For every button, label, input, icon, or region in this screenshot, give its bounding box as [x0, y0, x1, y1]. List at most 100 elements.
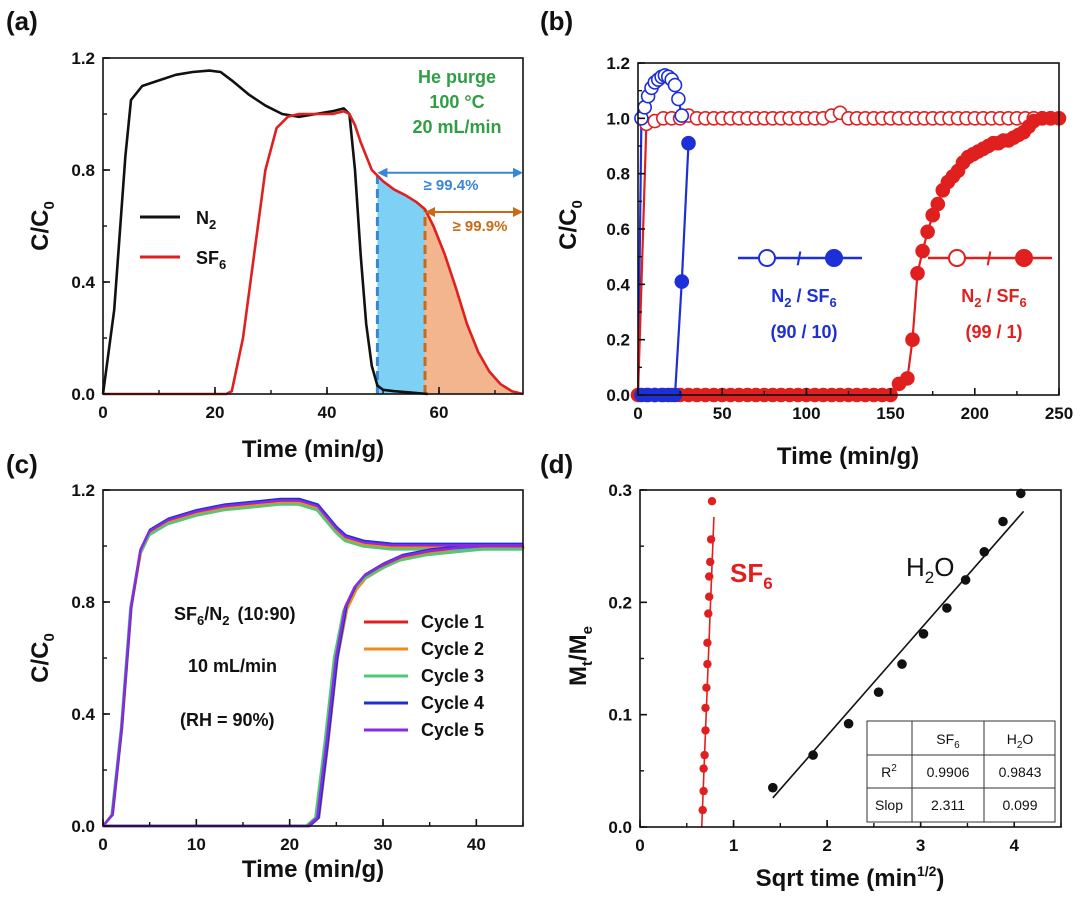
panel-b-y-tick-label: 0.6 [606, 220, 630, 239]
cycle-3-sf6-line [103, 548, 521, 828]
feed-composition-label: SF6/N2 (10:90) [174, 604, 296, 628]
sf6-point [707, 497, 717, 506]
purge-flow-label: 20 mL/min [412, 117, 501, 137]
legend-blue-ratio: (90 / 10) [770, 322, 837, 342]
h2o-point [918, 629, 929, 639]
legend-sf6-label: SF6 [196, 248, 226, 272]
purity-arrow-2-label: ≥ 99.9% [453, 218, 508, 235]
series-sf6-99-1-point [900, 371, 915, 386]
panel-d-y-tick-label: 0.3 [608, 481, 632, 500]
series-sf6-99-1-line [638, 117, 1059, 397]
h2o-point [808, 750, 818, 760]
panel-b-y-tick-label: 0.0 [606, 386, 630, 405]
table-slop-sf6: 2.311 [931, 797, 965, 813]
sf6-point [703, 659, 712, 669]
panel-a-y-tick-label: 0.8 [71, 161, 95, 180]
series-sf6-90-10-point [681, 135, 696, 151]
series-n2-90-10-point [671, 91, 686, 107]
h2o-point [843, 718, 854, 729]
panel-d-x-tick-label: 2 [822, 836, 831, 855]
legend-blue-open-marker [758, 249, 776, 267]
sf6-point [700, 750, 709, 760]
panel-c-ylabel: C/C0 [27, 633, 58, 683]
panel-b-ylabel: C/C0 [555, 200, 586, 250]
purity-arrow-2-head-left [425, 207, 435, 217]
panel-a-label: (a) [6, 6, 38, 36]
h2o-point [998, 516, 1008, 527]
series-sf6-99-1-point [930, 196, 946, 212]
panel-b-x-tick-label: 200 [961, 404, 989, 423]
panel-a: (a) 0 20 40 60 0.0 0.4 0.8 1.2 Time (min/g) C/C… [6, 6, 524, 463]
panel-a-ylabel: C/C0 [27, 201, 58, 251]
legend-blue: / N2 / SF6 (90 / 10) [738, 249, 862, 342]
purge-temp-label: 100 °C [429, 92, 484, 112]
purge-gas-label: He purge [418, 67, 496, 87]
purity-arrow-1-head-right [513, 167, 523, 178]
panel-b-xlabel: Time (min/g) [777, 443, 919, 470]
h2o-curve-label: H2O [906, 552, 954, 587]
series-sf6-99-1-point [910, 265, 925, 281]
panel-b-x-tick-label: 250 [1045, 404, 1073, 423]
sf6-point [706, 535, 716, 544]
panel-c-x-tick-label: 0 [98, 835, 107, 854]
panel-c-y-tick-label: 0.8 [71, 593, 95, 612]
panel-d-x-tick-label: 0 [635, 836, 644, 855]
fit-table-frame [866, 720, 1056, 823]
legend-red-ratio: (99 / 1) [965, 322, 1022, 342]
panel-a-y-tick-label: 0.0 [71, 385, 95, 404]
h2o-point [1016, 488, 1026, 499]
legend-red: / N2 / SF6 (99 / 1) [928, 249, 1052, 342]
sf6-point [699, 786, 708, 796]
panel-b-label: (b) [540, 6, 573, 36]
table-r2-h2o: 0.9843 [999, 764, 1042, 780]
panel-a-y-tick-label: 1.2 [71, 49, 95, 68]
panel-c-x-tick-label: 20 [280, 835, 299, 854]
legend-blue-slash: / [796, 249, 801, 269]
h2o-point [873, 687, 884, 697]
series-sf6-99-1-point [905, 332, 920, 348]
panel-c-label: (c) [6, 449, 38, 479]
panel-b: (b) 0 50 100 150 200 250 0.0 0.2 0.4 0.6 0.8 1.0 1.2… [540, 6, 1073, 470]
purity-region-99-9 [425, 209, 523, 394]
sf6-point [705, 572, 714, 581]
panel-a-xlabel: Time (min/g) [242, 436, 384, 463]
series-sf6-99-1-point [915, 243, 930, 259]
cycle-4-sf6-line [103, 544, 524, 828]
series-sf6-90-10-line [641, 143, 690, 397]
panel-b-x-tick-label: 100 [792, 404, 820, 423]
panel-a-y-tick-label: 0.4 [71, 273, 95, 292]
h2o-point [979, 547, 990, 557]
panel-d-label: (d) [540, 449, 573, 479]
legend-cycle-2-label: Cycle 2 [421, 639, 484, 659]
panel-d-ylabel: Mt/Me [565, 626, 596, 686]
panel-d: (d) 0 1 2 3 4 0.0 0.1 0.2 0.3 Sqrt time (min1/2)… [540, 449, 1062, 892]
legend-red-open-marker [948, 249, 966, 267]
legend-red-slash: / [986, 249, 991, 269]
panel-c-y-tick-label: 0.4 [71, 705, 95, 724]
panel-b-x-tick-label: 0 [633, 404, 642, 423]
sf6-point [701, 726, 710, 735]
fit-table: SF6 H2O R2 0.9906 0.9843 Slop 2.311 0.09… [866, 720, 1056, 823]
sf6-point [705, 592, 714, 601]
panel-c-xlabel: Time (min/g) [242, 856, 384, 883]
panel-d-y-tick-label: 0.0 [608, 818, 632, 837]
sf6-point [701, 703, 710, 713]
table-header-sf6: SF6 [936, 731, 960, 751]
legend-cycle-5-label: Cycle 5 [421, 720, 484, 740]
table-r2-sf6: 0.9906 [927, 764, 970, 780]
panel-d-x-tick-label: 1 [729, 836, 738, 855]
panel-c-x-tick-label: 30 [374, 835, 393, 854]
h2o-point [960, 575, 971, 585]
cycle-5-sf6-line [103, 544, 523, 828]
sf6-fit-line [700, 516, 715, 828]
cycle-2-sf6-line [103, 546, 525, 828]
sf6-point [698, 805, 707, 815]
sf6-point [702, 683, 711, 692]
panel-d-xlabel: Sqrt time (min1/2) [756, 863, 945, 892]
cycle-5-n2-line [102, 499, 523, 827]
panel-a-x-tick-label: 0 [98, 403, 107, 422]
panel-d-y-tick-label: 0.1 [608, 706, 632, 725]
legend-cycle-1-label: Cycle 1 [421, 612, 484, 632]
h2o-point [768, 782, 778, 793]
legend-blue-gases: N2 / SF6 [771, 286, 837, 310]
